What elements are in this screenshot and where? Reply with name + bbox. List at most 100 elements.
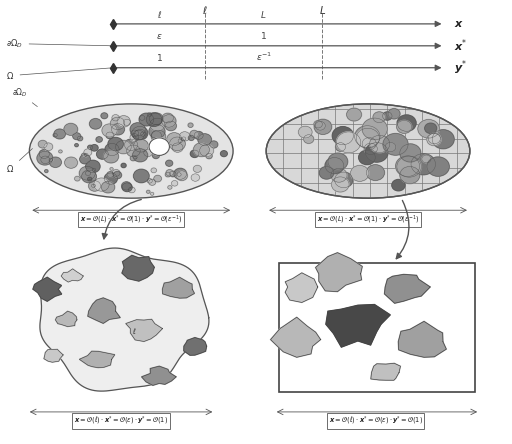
Circle shape xyxy=(84,154,88,157)
Circle shape xyxy=(146,113,162,127)
Circle shape xyxy=(130,134,139,141)
Circle shape xyxy=(149,179,156,185)
Polygon shape xyxy=(371,363,400,380)
Circle shape xyxy=(190,150,199,158)
Circle shape xyxy=(397,156,421,177)
Circle shape xyxy=(105,143,119,155)
Circle shape xyxy=(75,144,78,147)
Polygon shape xyxy=(142,366,176,385)
Circle shape xyxy=(108,138,123,151)
Circle shape xyxy=(65,157,77,168)
Circle shape xyxy=(133,149,147,162)
Circle shape xyxy=(129,187,135,193)
Circle shape xyxy=(427,133,441,146)
Circle shape xyxy=(167,133,182,146)
Circle shape xyxy=(198,134,211,146)
Circle shape xyxy=(92,168,96,171)
Circle shape xyxy=(141,132,145,136)
Circle shape xyxy=(147,113,152,116)
Circle shape xyxy=(154,175,161,182)
Circle shape xyxy=(190,131,199,138)
Text: $\boldsymbol{x}=\mathcal{O}(L)\cdot\boldsymbol{x}^{*}=\mathcal{O}(1)\cdot\boldsy: $\boldsymbol{x}=\mathcal{O}(L)\cdot\bold… xyxy=(80,213,182,226)
Polygon shape xyxy=(33,278,61,301)
Circle shape xyxy=(96,137,102,142)
Circle shape xyxy=(165,121,176,131)
Circle shape xyxy=(221,151,227,157)
Circle shape xyxy=(110,167,113,170)
Text: $\boldsymbol{x}=\mathcal{O}(L)\cdot\boldsymbol{x}^{*}=\mathcal{O}(1)\cdot\boldsy: $\boldsymbol{x}=\mathcal{O}(L)\cdot\bold… xyxy=(317,213,419,226)
Circle shape xyxy=(132,127,148,140)
Circle shape xyxy=(151,192,154,195)
Circle shape xyxy=(200,145,214,157)
Circle shape xyxy=(397,120,412,133)
Circle shape xyxy=(50,157,61,167)
Polygon shape xyxy=(326,305,390,347)
Circle shape xyxy=(103,150,119,163)
Circle shape xyxy=(400,166,420,184)
Polygon shape xyxy=(184,337,207,355)
Circle shape xyxy=(126,145,140,157)
Circle shape xyxy=(124,139,138,151)
Circle shape xyxy=(77,136,82,141)
Circle shape xyxy=(147,178,152,183)
Circle shape xyxy=(151,168,157,173)
Circle shape xyxy=(146,190,150,193)
Circle shape xyxy=(79,166,95,180)
Polygon shape xyxy=(88,298,120,323)
Polygon shape xyxy=(40,248,209,391)
Circle shape xyxy=(107,172,114,177)
Circle shape xyxy=(432,130,454,149)
Circle shape xyxy=(97,149,108,159)
Circle shape xyxy=(94,178,109,191)
Circle shape xyxy=(319,166,334,179)
Circle shape xyxy=(101,182,115,193)
Circle shape xyxy=(73,133,80,139)
Circle shape xyxy=(37,151,53,165)
Circle shape xyxy=(328,153,348,170)
Circle shape xyxy=(91,145,98,151)
Circle shape xyxy=(88,177,92,181)
Circle shape xyxy=(383,134,408,155)
Text: $\boldsymbol{x}^{*}$: $\boldsymbol{x}^{*}$ xyxy=(454,37,467,54)
Circle shape xyxy=(335,172,353,188)
Circle shape xyxy=(84,149,92,156)
Circle shape xyxy=(397,115,416,131)
Circle shape xyxy=(41,156,50,163)
Circle shape xyxy=(304,135,314,143)
Circle shape xyxy=(162,115,176,127)
Circle shape xyxy=(149,138,169,155)
Circle shape xyxy=(176,171,187,181)
Circle shape xyxy=(121,163,126,167)
FancyBboxPatch shape xyxy=(279,263,475,392)
Circle shape xyxy=(53,134,57,137)
Circle shape xyxy=(38,140,47,148)
Text: $L$: $L$ xyxy=(318,4,326,16)
Circle shape xyxy=(332,127,353,145)
Circle shape xyxy=(116,140,131,154)
Text: $\ell$: $\ell$ xyxy=(202,4,208,16)
Circle shape xyxy=(88,145,93,150)
Text: $\Omega$: $\Omega$ xyxy=(7,68,111,81)
Circle shape xyxy=(194,165,201,172)
Circle shape xyxy=(104,173,117,184)
Circle shape xyxy=(123,119,131,125)
Circle shape xyxy=(179,132,190,141)
Circle shape xyxy=(90,119,101,129)
Text: $\boldsymbol{x}=\mathcal{O}(\ell)\cdot\boldsymbol{x}^{*}=\mathcal{O}(\varepsilon: $\boldsymbol{x}=\mathcal{O}(\ell)\cdot\b… xyxy=(329,415,423,427)
Circle shape xyxy=(39,150,49,159)
Circle shape xyxy=(81,153,87,157)
Polygon shape xyxy=(122,255,154,281)
Circle shape xyxy=(182,137,186,140)
Circle shape xyxy=(139,115,145,120)
Circle shape xyxy=(314,119,332,135)
Circle shape xyxy=(325,158,344,174)
Circle shape xyxy=(44,143,53,151)
Circle shape xyxy=(373,112,386,123)
Circle shape xyxy=(54,129,66,139)
Circle shape xyxy=(188,123,193,127)
Circle shape xyxy=(130,123,145,136)
Circle shape xyxy=(191,174,200,181)
Circle shape xyxy=(359,150,375,165)
Circle shape xyxy=(82,170,96,183)
Polygon shape xyxy=(315,253,362,292)
